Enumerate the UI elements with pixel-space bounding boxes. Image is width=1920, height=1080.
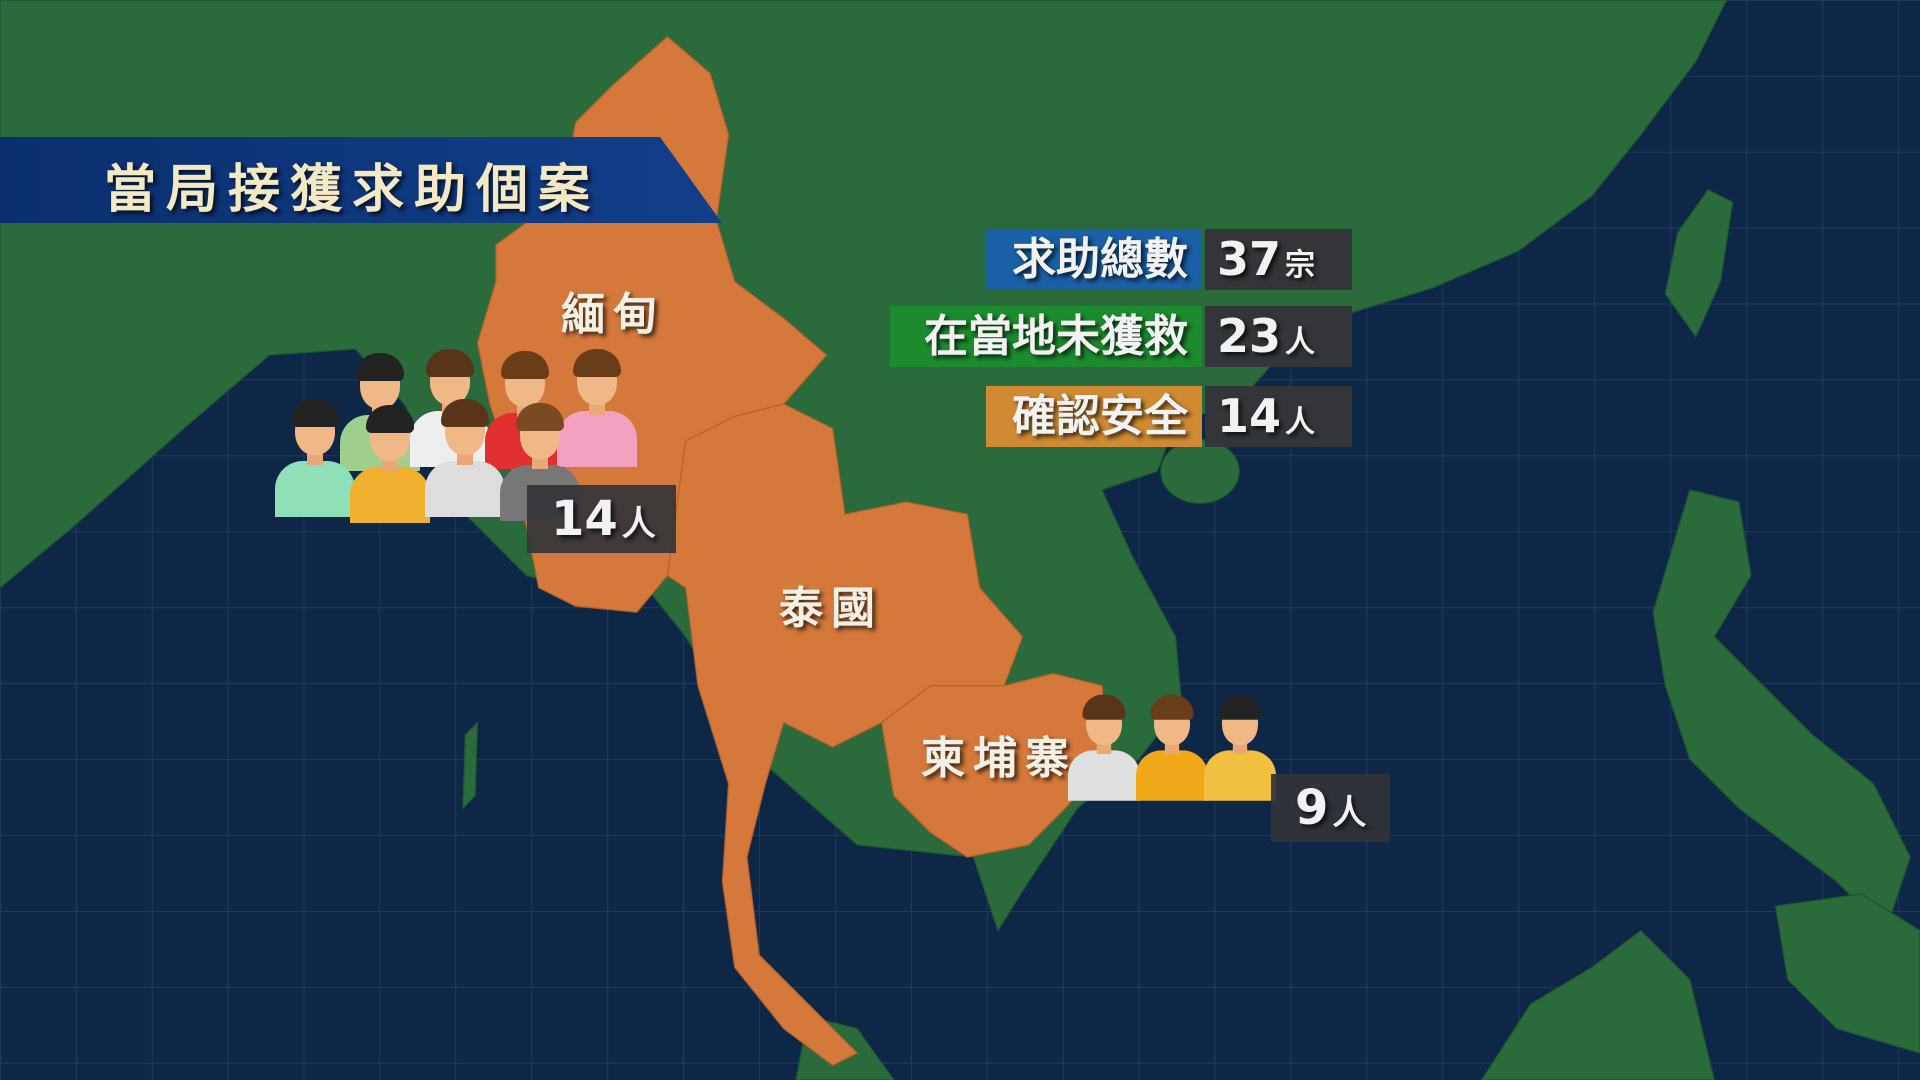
label-myanmar: 緬甸 [561,289,665,340]
stat-confirmed-safe: 確認安全 14 人 [0,386,1352,447]
person-icon [1068,694,1140,826]
stat-unit: 人 [1285,405,1316,440]
borneo [1480,929,1715,1080]
mindanao [1774,893,1920,1054]
label-cambodia: 柬埔寨 [921,733,1077,784]
person-icon [275,399,355,545]
count-number: 14 [551,491,618,547]
stat-value: 23 人 [1205,306,1352,367]
person-icon [1136,694,1208,826]
stat-value: 37 宗 [1205,229,1352,290]
taiwan-island [1664,189,1734,338]
stat-not-rescued: 在當地未獲救 23 人 [0,306,1352,367]
stat-label: 確認安全 [986,386,1202,447]
stat-unit: 宗 [1285,248,1316,283]
title-banner: 當局接獲求助個案 [0,137,722,223]
count-myanmar: 14 人 [527,485,676,553]
person-icon [425,399,505,545]
banner-title: 當局接獲求助個案 [104,160,601,220]
count-unit: 人 [621,504,656,544]
person-icon [1204,694,1276,826]
philippines [1652,489,1911,932]
person-icon [350,405,430,551]
count-unit: 人 [1332,793,1367,833]
people-group-myanmar [275,349,637,527]
stat-label: 求助總數 [986,229,1202,290]
stat-value: 14 人 [1205,386,1352,447]
people-group-cambodia [1068,694,1280,814]
stat-total: 求助總數 37 宗 [0,229,1352,290]
hainan-island [1160,438,1240,504]
person-icon [557,349,637,495]
count-number: 9 [1295,780,1329,836]
stat-label: 在當地未獲救 [890,306,1202,367]
stat-number: 23 [1217,309,1282,363]
stat-number: 37 [1217,232,1282,286]
stat-number: 14 [1217,389,1282,443]
label-thailand: 泰國 [779,583,883,634]
stat-unit: 人 [1285,325,1316,360]
andaman-island [462,720,479,810]
thailand-region [666,403,1024,1067]
